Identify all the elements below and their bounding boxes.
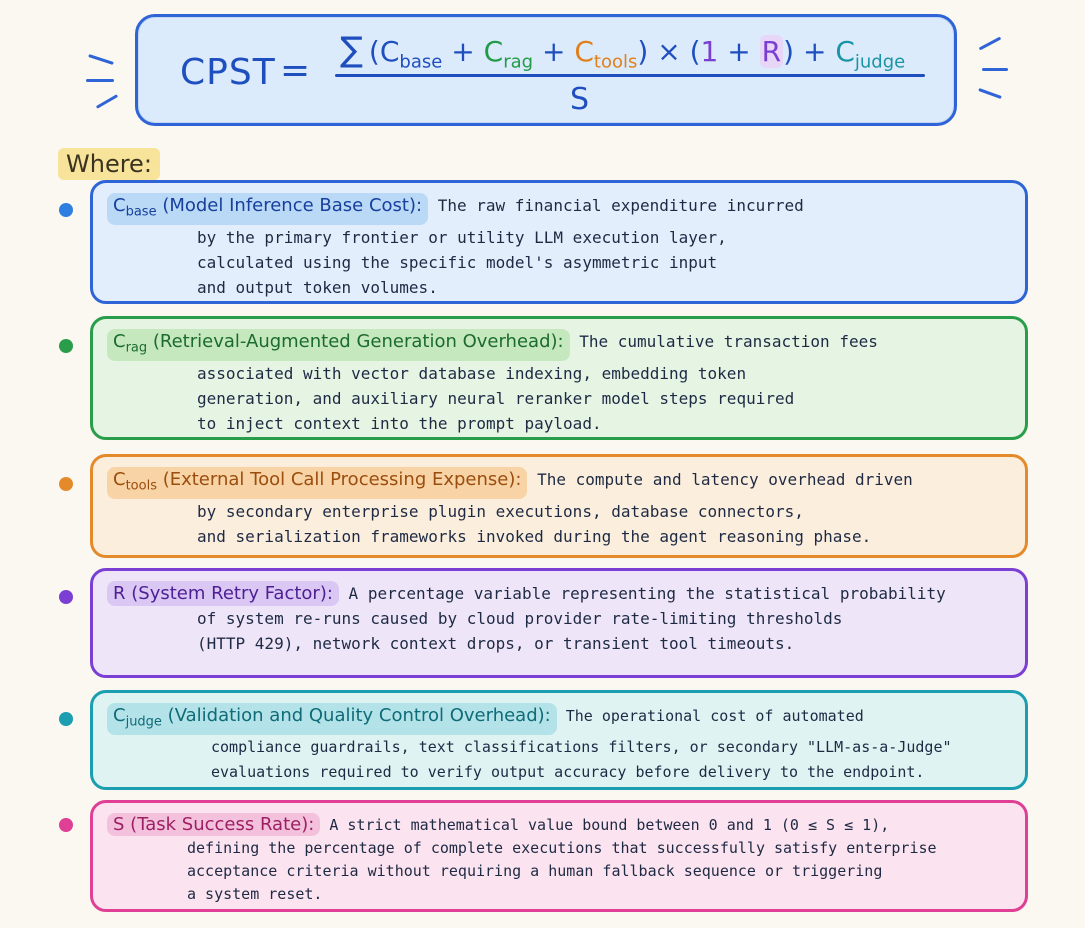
close-paren: ) xyxy=(637,35,649,68)
plus-sign: + xyxy=(727,35,751,68)
term-r: R xyxy=(759,35,784,68)
definition-text-line: evaluations required to verify output ac… xyxy=(211,762,925,781)
plus-sign: + xyxy=(802,35,827,68)
definition-symbol: R xyxy=(113,583,126,604)
bullet-dot-success xyxy=(59,818,73,832)
bullet-dot-base xyxy=(59,203,73,217)
definition-text-line: The raw financial expenditure incurred xyxy=(437,196,804,215)
bullet-dot-retry xyxy=(59,590,73,604)
definition-text-line: (HTTP 429), network context drops, or tr… xyxy=(197,634,795,653)
definition-card-c-tools: Ctools (External Tool Call Processing Ex… xyxy=(90,454,1028,558)
definition-symbol: Crag xyxy=(113,331,148,356)
definition-text-line: The operational cost of automated xyxy=(565,707,864,725)
bullet-dot-tools xyxy=(59,477,73,491)
formula-lhs: CPST xyxy=(180,52,276,93)
definition-term: Ctools (External Tool Call Processing Ex… xyxy=(107,467,528,499)
term-c-judge: Cjudge xyxy=(835,35,906,73)
emphasis-dash-left-1 xyxy=(88,54,114,65)
close-paren: ) xyxy=(783,35,795,68)
definition-term-label: (Validation and Quality Control Overhead… xyxy=(167,705,551,726)
term-one: 1 xyxy=(700,35,719,68)
formula-box xyxy=(135,14,957,126)
formula-equals: = xyxy=(280,50,311,91)
sigma-symbol: ∑ xyxy=(340,30,363,70)
where-label: Where: xyxy=(58,148,160,180)
definition-term: Crag (Retrieval-Augmented Generation Ove… xyxy=(107,329,570,361)
definition-text-line: to inject context into the prompt payloa… xyxy=(197,413,602,433)
definition-term-label: (Retrieval-Augmented Generation Overhead… xyxy=(152,331,564,352)
formula-denominator: S xyxy=(570,82,590,117)
definition-card-s: S (Task Success Rate): A strict mathemat… xyxy=(90,800,1028,912)
definition-text-line: The compute and latency overhead driven xyxy=(537,470,913,489)
definition-text-line: of system re-runs caused by cloud provid… xyxy=(197,609,843,628)
definition-term-label: (Model Inference Base Cost): xyxy=(162,195,423,216)
emphasis-dash-right-3 xyxy=(978,87,1002,100)
definition-card-c-judge: Cjudge (Validation and Quality Control O… xyxy=(90,690,1028,790)
definition-card-c-base: Cbase (Model Inference Base Cost): The r… xyxy=(90,180,1028,304)
definition-term: S (Task Success Rate): xyxy=(107,813,321,836)
definition-symbol: S xyxy=(113,814,125,835)
definition-term: R (System Retry Factor): xyxy=(107,581,339,606)
definition-text-line: compliance guardrails, text classificati… xyxy=(211,737,952,756)
term-c-base: Cbase xyxy=(379,35,443,73)
definition-text-line: calculated using the specific model's as… xyxy=(197,252,718,272)
definition-term: Cjudge (Validation and Quality Control O… xyxy=(107,703,557,735)
definition-card-c-rag: Crag (Retrieval-Augmented Generation Ove… xyxy=(90,316,1028,440)
term-c-rag: Crag xyxy=(483,35,534,73)
definition-text-line: by the primary frontier or utility LLM e… xyxy=(197,227,727,247)
definition-text-line: by secondary enterprise plugin execution… xyxy=(197,501,804,521)
definition-term-label: (External Tool Call Processing Expense): xyxy=(162,469,522,490)
definition-symbol: Cbase xyxy=(113,195,157,220)
definition-text-line: A percentage variable representing the s… xyxy=(348,584,946,603)
term-c-tools: Ctools xyxy=(574,35,638,73)
emphasis-dash-left-3 xyxy=(95,94,119,109)
bullet-dot-judge xyxy=(59,712,73,726)
bullet-dot-rag xyxy=(59,339,73,353)
definition-text-line: and serialization frameworks invoked dur… xyxy=(197,526,872,546)
fraction-line xyxy=(335,74,925,77)
plus-sign: + xyxy=(451,35,475,68)
definition-term: Cbase (Model Inference Base Cost): xyxy=(107,193,429,225)
definition-term-label: (System Retry Factor): xyxy=(131,583,333,604)
definition-card-r: R (System Retry Factor): A percentage va… xyxy=(90,568,1028,678)
open-paren: ( xyxy=(368,35,380,68)
definition-text-line: acceptance criteria without requiring a … xyxy=(187,862,883,880)
definition-text-line: a system reset. xyxy=(187,885,323,903)
definition-text-line: The cumulative transaction fees xyxy=(579,332,878,351)
definition-symbol: Ctools xyxy=(113,469,157,494)
definition-symbol: Cjudge xyxy=(113,705,162,730)
definition-text-line: generation, and auxiliary neural reranke… xyxy=(197,388,795,408)
definition-text-line: and output token volumes. xyxy=(197,277,438,297)
definition-term-label: (Task Success Rate): xyxy=(130,814,315,835)
emphasis-dash-right-1 xyxy=(978,36,1002,51)
definition-text-line: A strict mathematical value bound betwee… xyxy=(329,816,890,834)
formula-numerator: ∑ (Cbase + Crag + Ctools) × (1 + R) + Cju… xyxy=(340,30,930,73)
plus-sign: + xyxy=(541,35,566,68)
definition-text-line: defining the percentage of complete exec… xyxy=(187,839,937,857)
definition-text-line: associated with vector database indexing… xyxy=(197,363,747,383)
emphasis-dash-right-2 xyxy=(982,68,1008,71)
times-sign: × xyxy=(657,35,681,68)
emphasis-dash-left-2 xyxy=(86,79,114,82)
open-paren: ( xyxy=(689,35,701,68)
